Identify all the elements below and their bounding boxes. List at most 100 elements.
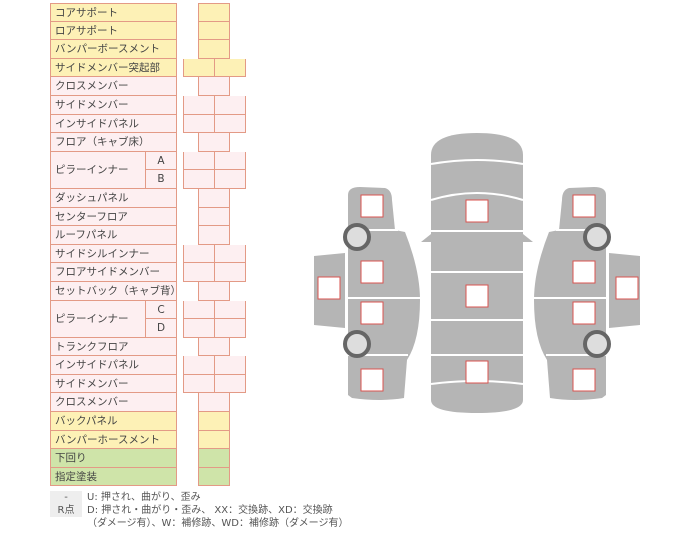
table-row: ピラーインナー A (50, 151, 250, 189)
row-label: フロアサイドメンバー (50, 263, 177, 282)
inspection-cell[interactable] (214, 300, 246, 320)
table-row: バックパネル (50, 412, 250, 431)
table-row: セットバック（キャブ背） (50, 281, 250, 301)
row-label: インサイドパネル (50, 356, 177, 375)
table-row: ピラーインナー C (50, 300, 250, 338)
row-label: バンパーボースメント (50, 40, 177, 59)
inspection-cell[interactable] (214, 374, 246, 394)
wheel-icon (343, 330, 371, 358)
damage-mark-box[interactable] (572, 368, 596, 392)
table-row: フロア（キャブ床） (50, 133, 250, 152)
table-row: D (50, 319, 250, 338)
arrow-right (523, 234, 533, 242)
row-label: コアサポート (50, 3, 177, 22)
inspection-cell[interactable] (198, 77, 230, 96)
arrow-left (421, 234, 431, 242)
table-row: ダッシュパネル (50, 188, 250, 208)
legend-tag: - (50, 491, 82, 504)
damage-mark-box[interactable] (615, 276, 639, 300)
table-row: サイドシルインナー (50, 244, 250, 264)
inspection-cell[interactable] (198, 449, 230, 468)
row-label: バックパネル (50, 412, 177, 431)
row-label: クロスメンバー (50, 77, 177, 96)
table-row: サイドメンバー (50, 95, 250, 115)
damage-mark-box[interactable] (465, 360, 489, 384)
row-label: サイドメンバー (50, 374, 177, 394)
row-label: ダッシュパネル (50, 188, 177, 208)
inspection-cell[interactable] (198, 430, 230, 450)
wheel-icon (583, 223, 611, 251)
inspection-cell[interactable] (214, 114, 246, 134)
row-label: セットバック（キャブ背） (50, 281, 181, 301)
wheel-icon (583, 330, 611, 358)
damage-mark-box[interactable] (465, 284, 489, 308)
legend-text: D: 押され・曲がり・歪み、 XX：交換跡、XD：交換跡 (87, 505, 333, 516)
table-row: トランクフロア (50, 337, 250, 357)
legend-text: （ダメージ有）、W：補修跡、WD：補修跡（ダメージ有） (87, 518, 349, 529)
row-sub-label: A (146, 151, 177, 171)
inspection-cell[interactable] (214, 170, 246, 189)
inspection-cell[interactable] (214, 151, 246, 171)
table-row: インサイドパネル (50, 114, 250, 134)
damage-mark-box[interactable] (572, 301, 596, 325)
inspection-cell[interactable] (214, 356, 246, 375)
table-row: サイドメンバー突起部 (50, 58, 250, 78)
inspection-cell[interactable] (198, 226, 230, 245)
damage-mark-box[interactable] (360, 260, 384, 284)
table-row: バンパーボースメント (50, 40, 250, 59)
table-row: コアサポート (50, 3, 250, 22)
row-label: ピラーインナー (50, 300, 146, 338)
damage-mark-box[interactable] (360, 194, 384, 218)
inspection-cell[interactable] (198, 207, 230, 227)
inspection-cell[interactable] (198, 133, 230, 152)
table-row: インサイドパネル (50, 356, 250, 375)
row-label: ピラーインナー (50, 151, 146, 189)
inspection-cell[interactable] (198, 337, 230, 357)
inspection-cell[interactable] (214, 263, 246, 282)
damage-mark-box[interactable] (317, 276, 341, 300)
table-row: 下回り (50, 449, 250, 468)
row-label: インサイドパネル (50, 114, 177, 134)
inspection-cell[interactable] (198, 3, 230, 22)
row-label: クロスメンバー (50, 393, 177, 413)
inspection-table: コアサポート ロアサポート バンパーボースメント サイドメンバー突起部 クロスメンバーサ… (50, 3, 250, 487)
inspection-cell[interactable] (198, 40, 230, 59)
car-right-side (534, 187, 606, 400)
inspection-cell[interactable] (214, 244, 246, 264)
row-label: センターフロア (50, 207, 177, 227)
row-label: サイドシルインナー (50, 244, 177, 264)
table-row: サイドメンバー (50, 374, 250, 394)
table-row: 指定塗装 (50, 467, 250, 487)
table-row: バンパーホースメント (50, 430, 250, 450)
table-row: ロアサポート (50, 21, 250, 41)
row-sub-label: D (146, 319, 177, 338)
legend-tag: R点 (50, 504, 82, 517)
table-row: フロアサイドメンバー (50, 263, 250, 282)
inspection-cell[interactable] (198, 393, 230, 413)
row-label: サイドメンバー突起部 (50, 58, 177, 78)
damage-mark-box[interactable] (465, 199, 489, 223)
row-label: バンパーホースメント (50, 430, 177, 450)
inspection-cell[interactable] (214, 95, 246, 115)
legend-text: U: 押され、曲がり、歪み (87, 492, 201, 503)
damage-mark-box[interactable] (572, 194, 596, 218)
damage-mark-box[interactable] (572, 260, 596, 284)
inspection-cell[interactable] (198, 467, 230, 487)
inspection-cell[interactable] (198, 281, 230, 301)
inspection-cell[interactable] (214, 58, 246, 78)
legend: - U: 押され、曲がり、歪み R点 D: 押され・曲がり・歪み、 XX：交換跡、X… (50, 491, 348, 530)
row-label: サイドメンバー (50, 95, 177, 115)
row-sub-label: B (146, 170, 177, 189)
table-row: ルーフパネル (50, 226, 250, 245)
damage-mark-box[interactable] (360, 368, 384, 392)
table-row: B (50, 170, 250, 189)
row-label: ロアサポート (50, 21, 177, 41)
inspection-cell[interactable] (214, 319, 246, 338)
inspection-cell[interactable] (198, 188, 230, 208)
row-label: 下回り (50, 449, 177, 468)
inspection-cell[interactable] (198, 412, 230, 431)
row-sub-label: C (146, 300, 177, 320)
inspection-cell[interactable] (198, 21, 230, 41)
row-label: 指定塗装 (50, 467, 177, 487)
damage-mark-box[interactable] (360, 301, 384, 325)
